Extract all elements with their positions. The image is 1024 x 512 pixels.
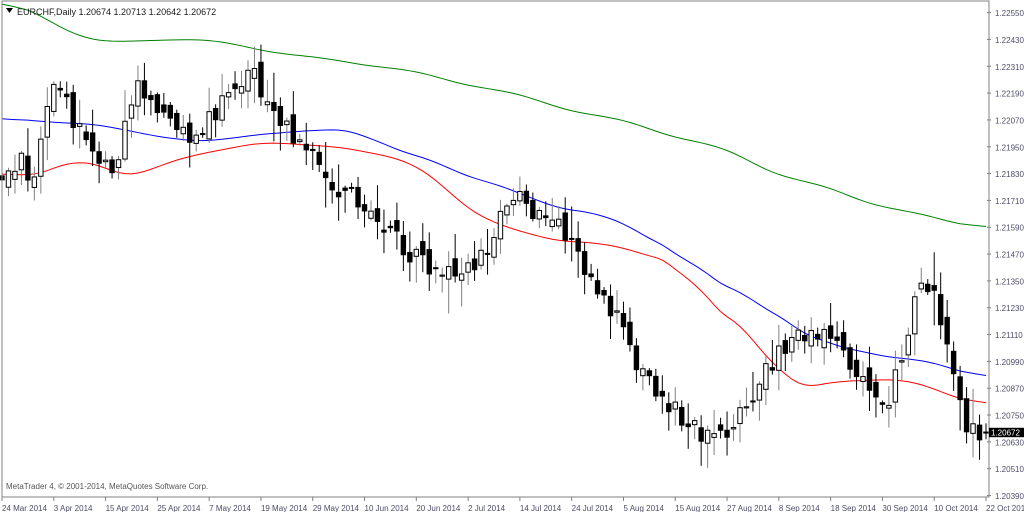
svg-text:1.20390: 1.20390 — [995, 492, 1024, 501]
svg-text:1.22310: 1.22310 — [995, 63, 1024, 72]
svg-text:27 Aug 2014: 27 Aug 2014 — [727, 504, 772, 512]
svg-text:1.20630: 1.20630 — [995, 438, 1024, 447]
svg-text:1.21710: 1.21710 — [995, 197, 1024, 206]
svg-text:18 Sep 2014: 18 Sep 2014 — [831, 504, 877, 512]
svg-text:1.22190: 1.22190 — [995, 90, 1024, 99]
svg-text:1.20990: 1.20990 — [995, 358, 1024, 367]
svg-text:1.21830: 1.21830 — [995, 170, 1024, 179]
svg-text:7 May 2014: 7 May 2014 — [209, 504, 251, 512]
svg-text:1.21950: 1.21950 — [995, 143, 1024, 152]
svg-text:30 Sep 2014: 30 Sep 2014 — [882, 504, 928, 512]
svg-text:1.21590: 1.21590 — [995, 224, 1024, 233]
svg-text:8 Sep 2014: 8 Sep 2014 — [779, 504, 820, 512]
svg-text:2 Jul 2014: 2 Jul 2014 — [468, 504, 505, 512]
svg-text:1.22430: 1.22430 — [995, 36, 1024, 45]
svg-text:1.22070: 1.22070 — [995, 116, 1024, 125]
svg-text:14 Jul 2014: 14 Jul 2014 — [520, 504, 562, 512]
svg-text:15 Aug 2014: 15 Aug 2014 — [675, 504, 720, 512]
svg-text:10 Jun 2014: 10 Jun 2014 — [365, 504, 410, 512]
svg-text:25 Apr 2014: 25 Apr 2014 — [157, 504, 201, 512]
svg-text:1.20672: 1.20672 — [991, 428, 1020, 437]
svg-text:24 Jul 2014: 24 Jul 2014 — [572, 504, 614, 512]
svg-text:EURCHF,Daily 1.20674 1.20713: EURCHF,Daily 1.20674 1.20713 1.20642 1.2… — [17, 7, 216, 17]
svg-text:1.21230: 1.21230 — [995, 304, 1024, 313]
svg-text:10 Oct 2014: 10 Oct 2014 — [934, 504, 978, 512]
svg-text:1.20750: 1.20750 — [995, 412, 1024, 421]
svg-text:1.21350: 1.21350 — [995, 277, 1024, 286]
svg-text:24 Mar 2014: 24 Mar 2014 — [2, 504, 47, 512]
svg-text:3 Apr 2014: 3 Apr 2014 — [54, 504, 93, 512]
svg-text:29 May 2014: 29 May 2014 — [313, 504, 360, 512]
svg-text:20 Jun 2014: 20 Jun 2014 — [416, 504, 461, 512]
svg-text:15 Apr 2014: 15 Apr 2014 — [106, 504, 150, 512]
svg-text:22 Oct 2014: 22 Oct 2014 — [986, 504, 1024, 512]
svg-text:MetaTrader 4, © 2001-2014, Met: MetaTrader 4, © 2001-2014, MetaQuotes So… — [6, 482, 208, 491]
svg-text:19 May 2014: 19 May 2014 — [261, 504, 308, 512]
svg-text:5 Aug 2014: 5 Aug 2014 — [623, 504, 664, 512]
svg-text:1.20510: 1.20510 — [995, 465, 1024, 474]
svg-text:1.20870: 1.20870 — [995, 385, 1024, 394]
svg-text:1.22550: 1.22550 — [995, 9, 1024, 18]
svg-text:1.21470: 1.21470 — [995, 251, 1024, 260]
svg-text:1.21110: 1.21110 — [995, 331, 1023, 340]
